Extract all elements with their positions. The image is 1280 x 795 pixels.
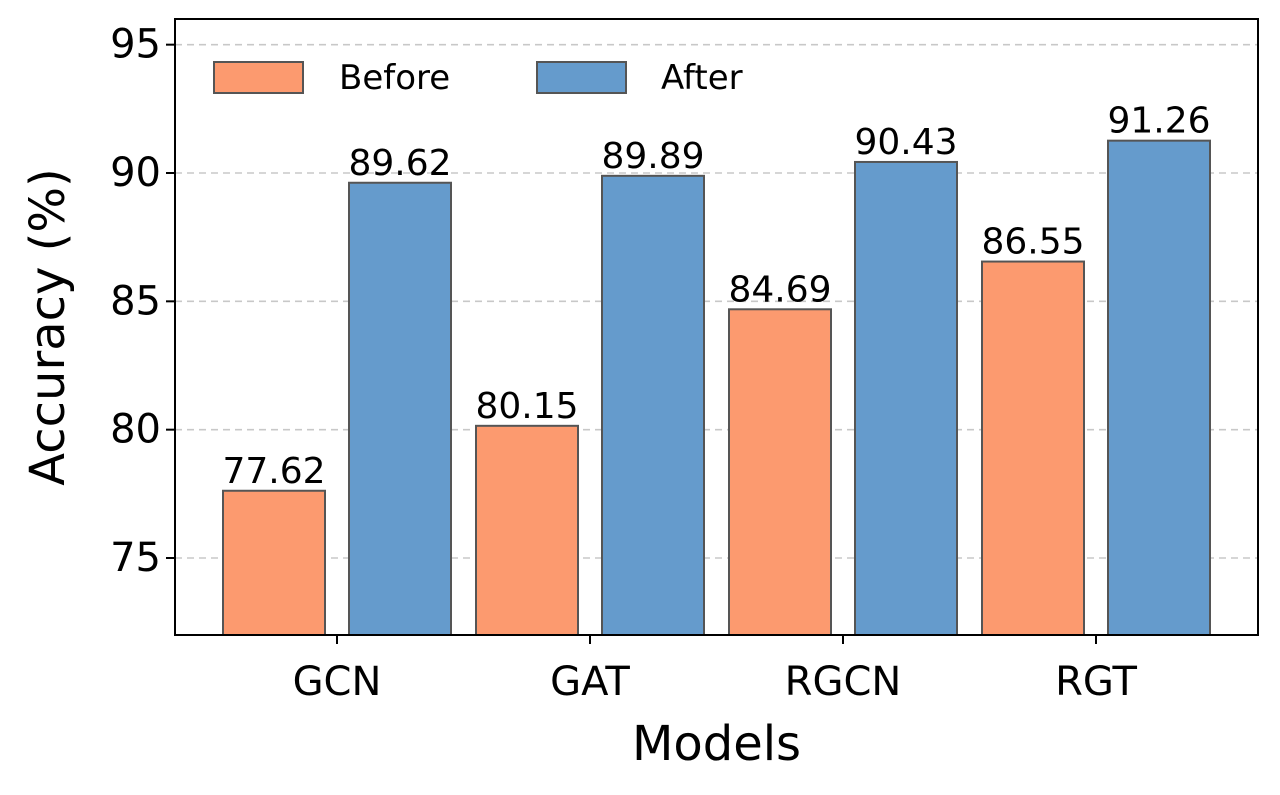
plot-frame [174, 18, 1259, 636]
bar-before-rgcn [728, 308, 832, 636]
y-tick-label: 80 [110, 407, 161, 453]
legend-label-after: After [661, 58, 743, 98]
y-axis-title: Accuracy (%) [20, 168, 76, 485]
x-axis-title: Models [632, 716, 801, 772]
value-label: 89.89 [601, 136, 704, 177]
value-label: 91.26 [1107, 101, 1210, 142]
value-label: 84.69 [728, 269, 831, 310]
bar-after-rgcn [854, 160, 958, 636]
legend: Before After [213, 58, 743, 98]
y-tick-label: 75 [110, 535, 161, 581]
bars [222, 139, 1211, 637]
x-tick-label: GAT [550, 659, 630, 705]
y-tick-label: 95 [110, 22, 161, 68]
x-tick-label: GCN [293, 659, 382, 705]
bar-before-rgt [981, 260, 1085, 636]
value-label: 89.62 [348, 143, 451, 184]
value-labels: 77.62 89.62 80.15 89.89 84.69 90.43 86.55 91.26 [222, 101, 1210, 492]
bar-before-gcn [222, 489, 326, 636]
bar-after-gat [601, 174, 705, 636]
x-tick-label: RGT [1055, 659, 1137, 705]
value-label: 90.43 [854, 122, 957, 163]
y-axis-ticks: 75 80 85 90 95 [110, 22, 175, 581]
value-label: 80.15 [475, 386, 578, 427]
legend-swatch-after [536, 61, 627, 94]
value-label: 86.55 [981, 222, 1084, 263]
grid-lines [175, 43, 1258, 559]
bar-after-rgt [1107, 139, 1211, 636]
value-label: 77.62 [222, 451, 325, 492]
x-tick-label: RGCN [785, 659, 902, 705]
bar-after-gcn [348, 181, 452, 636]
legend-swatch-before [213, 61, 304, 94]
y-tick-label: 85 [110, 278, 161, 324]
legend-label-before: Before [339, 58, 450, 98]
bar-before-gat [475, 424, 579, 637]
y-tick-label: 90 [110, 150, 161, 196]
x-axis-ticks: GCN GAT RGCN RGT [293, 635, 1137, 705]
